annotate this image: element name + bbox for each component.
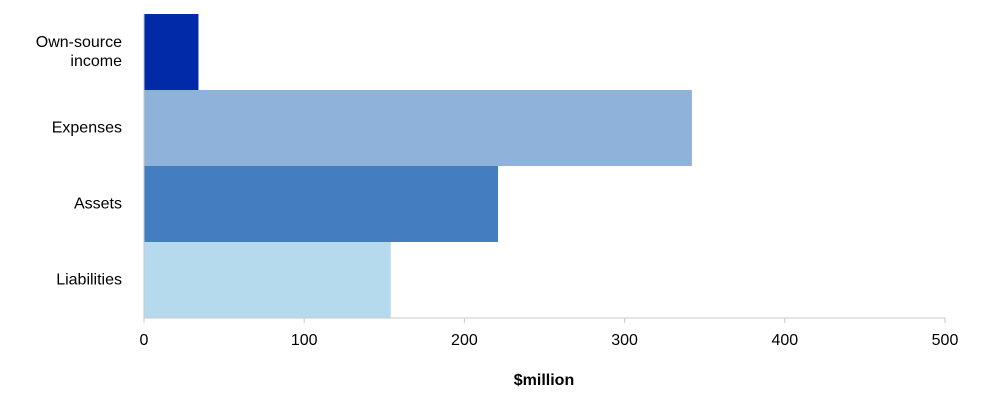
y-tick-label: Expenses	[51, 119, 122, 137]
bar	[144, 90, 692, 166]
x-tick-label: 400	[771, 332, 798, 349]
x-tick-label: 500	[932, 332, 959, 349]
y-tick-label: Assets	[73, 195, 122, 213]
bar	[144, 166, 499, 242]
bar	[144, 14, 199, 90]
x-axis-title: $million	[514, 372, 574, 389]
bar	[144, 242, 391, 318]
x-tick-label: 0	[140, 332, 149, 349]
x-tick-label: 200	[451, 332, 478, 349]
y-tick-label: Own-source income	[35, 34, 122, 70]
x-tick-label: 100	[291, 332, 318, 349]
x-tick-label: 300	[611, 332, 638, 349]
y-tick-label: Liabilities	[56, 271, 122, 289]
